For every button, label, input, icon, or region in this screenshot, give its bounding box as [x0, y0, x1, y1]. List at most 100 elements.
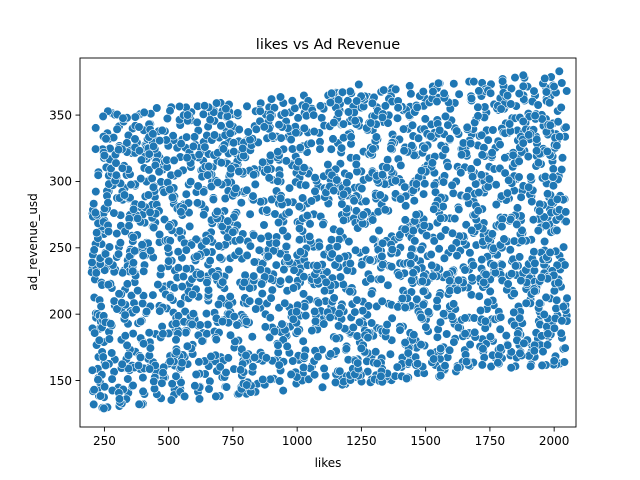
data-point: [514, 252, 525, 262]
data-point: [130, 134, 140, 144]
data-point: [540, 172, 550, 182]
data-point: [306, 138, 316, 148]
data-point: [289, 265, 299, 275]
data-point: [122, 340, 132, 351]
data-point: [449, 299, 459, 309]
data-point: [496, 104, 506, 114]
data-point: [270, 326, 280, 337]
data-point: [335, 366, 345, 376]
data-point: [201, 309, 212, 319]
data-point: [423, 307, 434, 317]
data-point: [366, 274, 376, 284]
data-point: [400, 338, 410, 348]
data-point: [136, 174, 146, 184]
data-point: [552, 225, 562, 235]
data-point: [331, 333, 341, 344]
data-point: [352, 295, 362, 305]
data-point: [188, 309, 198, 319]
data-point: [295, 235, 305, 245]
data-point: [203, 285, 214, 295]
data-point: [514, 88, 524, 99]
data-point: [169, 155, 179, 165]
data-point: [548, 164, 558, 174]
data-point: [378, 260, 388, 270]
data-point: [255, 265, 266, 275]
data-point: [554, 66, 564, 76]
data-point: [549, 81, 559, 92]
data-point: [485, 286, 495, 297]
data-point: [248, 362, 258, 372]
data-point: [191, 369, 201, 380]
data-point: [117, 163, 127, 173]
data-point: [109, 208, 119, 218]
data-point: [271, 260, 281, 270]
data-point: [279, 265, 289, 275]
data-point: [506, 99, 516, 109]
data-point: [245, 296, 255, 306]
data-point: [399, 124, 409, 134]
data-point: [130, 112, 140, 122]
data-point: [133, 286, 143, 296]
data-point: [433, 78, 444, 88]
data-point: [473, 206, 483, 216]
data-point: [162, 113, 172, 124]
data-point: [218, 277, 228, 287]
data-point: [460, 329, 470, 339]
data-point: [480, 316, 491, 326]
data-point: [301, 311, 311, 321]
data-point: [445, 276, 455, 286]
data-point: [176, 377, 186, 388]
data-point: [396, 160, 406, 170]
data-point: [187, 290, 198, 300]
data-point: [558, 242, 569, 252]
data-point: [402, 373, 412, 384]
data-point: [165, 106, 175, 116]
data-point: [234, 166, 244, 177]
data-point: [554, 132, 565, 142]
data-point: [284, 274, 294, 285]
chart-title: likes vs Ad Revenue: [256, 37, 400, 53]
data-point: [421, 322, 431, 332]
data-point: [201, 236, 211, 246]
data-point: [312, 261, 322, 271]
data-point: [449, 337, 459, 347]
data-point: [501, 331, 511, 341]
data-point: [377, 170, 388, 180]
data-point: [111, 170, 121, 180]
x-axis-label: likes: [315, 456, 342, 470]
data-point: [262, 205, 272, 215]
data-point: [530, 258, 540, 268]
data-point: [530, 111, 540, 121]
data-point: [499, 234, 509, 244]
data-point: [222, 111, 232, 121]
data-point: [560, 343, 570, 353]
data-point: [224, 265, 234, 275]
data-point: [242, 250, 252, 260]
data-point: [552, 194, 562, 204]
data-point: [295, 247, 306, 257]
data-point: [195, 320, 205, 330]
data-point: [234, 246, 244, 256]
data-point: [408, 226, 418, 236]
data-point: [526, 172, 536, 182]
data-point: [136, 317, 146, 327]
data-point: [202, 277, 212, 288]
data-point: [200, 101, 210, 111]
data-point: [261, 353, 272, 363]
data-point: [512, 203, 523, 213]
data-point: [556, 328, 566, 338]
data-point: [217, 222, 227, 232]
data-point: [170, 283, 180, 293]
data-point: [419, 220, 429, 231]
x-tick-label: 500: [157, 434, 180, 448]
data-point: [403, 348, 413, 358]
data-point: [374, 225, 384, 236]
data-point: [532, 134, 542, 144]
data-point: [313, 352, 323, 362]
data-point: [159, 214, 170, 225]
data-point: [242, 380, 252, 390]
data-point: [267, 285, 277, 295]
data-point: [215, 253, 225, 263]
data-point: [329, 186, 339, 196]
data-point: [351, 206, 362, 216]
